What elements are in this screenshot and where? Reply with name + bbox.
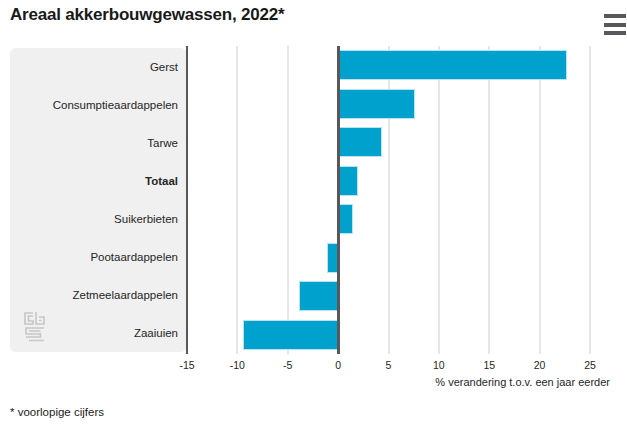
gridline (287, 46, 289, 354)
gridline (589, 46, 591, 354)
x-axis-ticks: -15-10-50510152025 (187, 359, 590, 373)
category-label: Pootaardappelen (10, 238, 187, 276)
gridline (186, 46, 188, 354)
x-tick-label: 15 (483, 359, 495, 371)
category-label: Zetmeelaardappelen (10, 276, 187, 314)
x-tick-label: 0 (335, 359, 341, 371)
chart-title: Areaal akkerbouwgewassen, 2022* (10, 5, 284, 25)
x-tick-label: 20 (534, 359, 546, 371)
plot-area (187, 46, 590, 354)
gridline (488, 46, 490, 354)
gridline (236, 46, 238, 354)
category-panel: GerstConsumptieaardappelenTarweTotaalSui… (10, 48, 187, 352)
bar-tarwe[interactable] (338, 127, 382, 157)
bar-zetmeelaardappelen[interactable] (299, 281, 338, 311)
gridline (539, 46, 541, 354)
x-tick-label: -10 (230, 359, 245, 371)
cbs-logo (23, 311, 46, 343)
x-tick-label: 25 (584, 359, 596, 371)
hamburger-icon (604, 23, 626, 27)
x-tick-label: -15 (179, 359, 194, 371)
category-label: Totaal (10, 162, 187, 200)
zero-line (337, 46, 340, 354)
footnote: * voorlopige cijfers (10, 406, 104, 418)
hamburger-icon (604, 31, 626, 35)
bar-consumptieaardappelen[interactable] (338, 89, 415, 119)
bar-gerst[interactable] (338, 50, 567, 80)
x-tick-label: 10 (433, 359, 445, 371)
category-label: Consumptieaardappelen (10, 86, 187, 124)
x-axis-label: % verandering t.o.v. een jaar eerder (435, 376, 610, 388)
bar-totaal[interactable] (338, 166, 358, 196)
category-label: Tarwe (10, 124, 187, 162)
hamburger-icon (604, 14, 626, 18)
category-label: Gerst (10, 48, 187, 86)
category-label: Suikerbieten (10, 200, 187, 238)
bar-zaaiuien[interactable] (243, 320, 338, 350)
x-tick-label: -5 (283, 359, 292, 371)
gridline (438, 46, 440, 354)
x-tick-label: 5 (386, 359, 392, 371)
chart-widget: Areaal akkerbouwgewassen, 2022* GerstCon… (0, 0, 627, 431)
bar-suikerbieten[interactable] (338, 204, 353, 234)
menu-button[interactable] (604, 14, 626, 35)
